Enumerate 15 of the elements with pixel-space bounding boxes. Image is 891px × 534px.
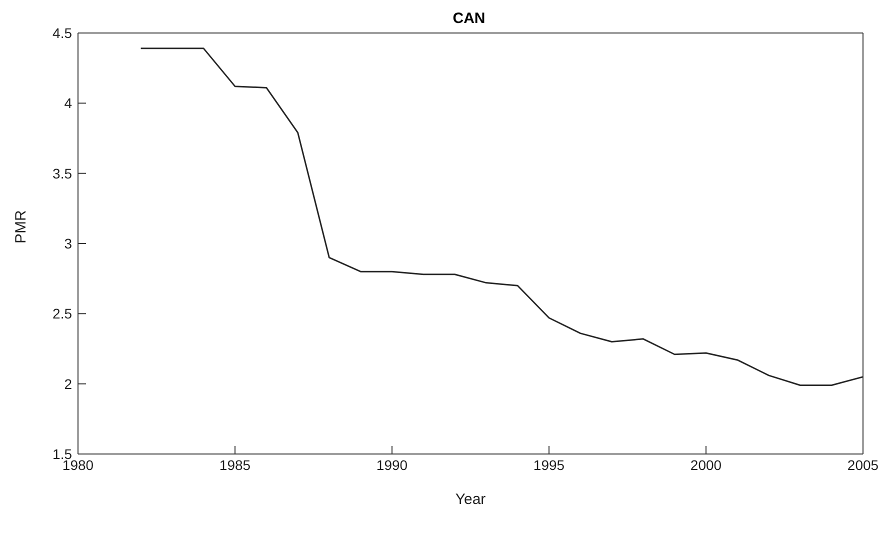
x-tick-label: 2000 <box>690 456 722 473</box>
x-tick-label: 1985 <box>219 456 251 473</box>
x-tick-label: 2005 <box>847 456 879 473</box>
y-tick-label: 2.5 <box>52 306 72 322</box>
line-series <box>140 48 863 386</box>
y-axis-title: PMR <box>12 210 30 244</box>
x-axis-title: Year <box>455 491 486 508</box>
y-tick-label: 2 <box>64 376 72 392</box>
chart-title: CAN <box>452 10 486 27</box>
y-tick-label: 4 <box>64 95 72 112</box>
x-tick-label: 1995 <box>533 456 565 473</box>
y-tick-label: 4.5 <box>52 24 72 41</box>
x-tick-label: 1990 <box>376 456 408 473</box>
y-tick-label: 3.5 <box>52 165 72 182</box>
y-tick-label: 3 <box>64 235 72 252</box>
